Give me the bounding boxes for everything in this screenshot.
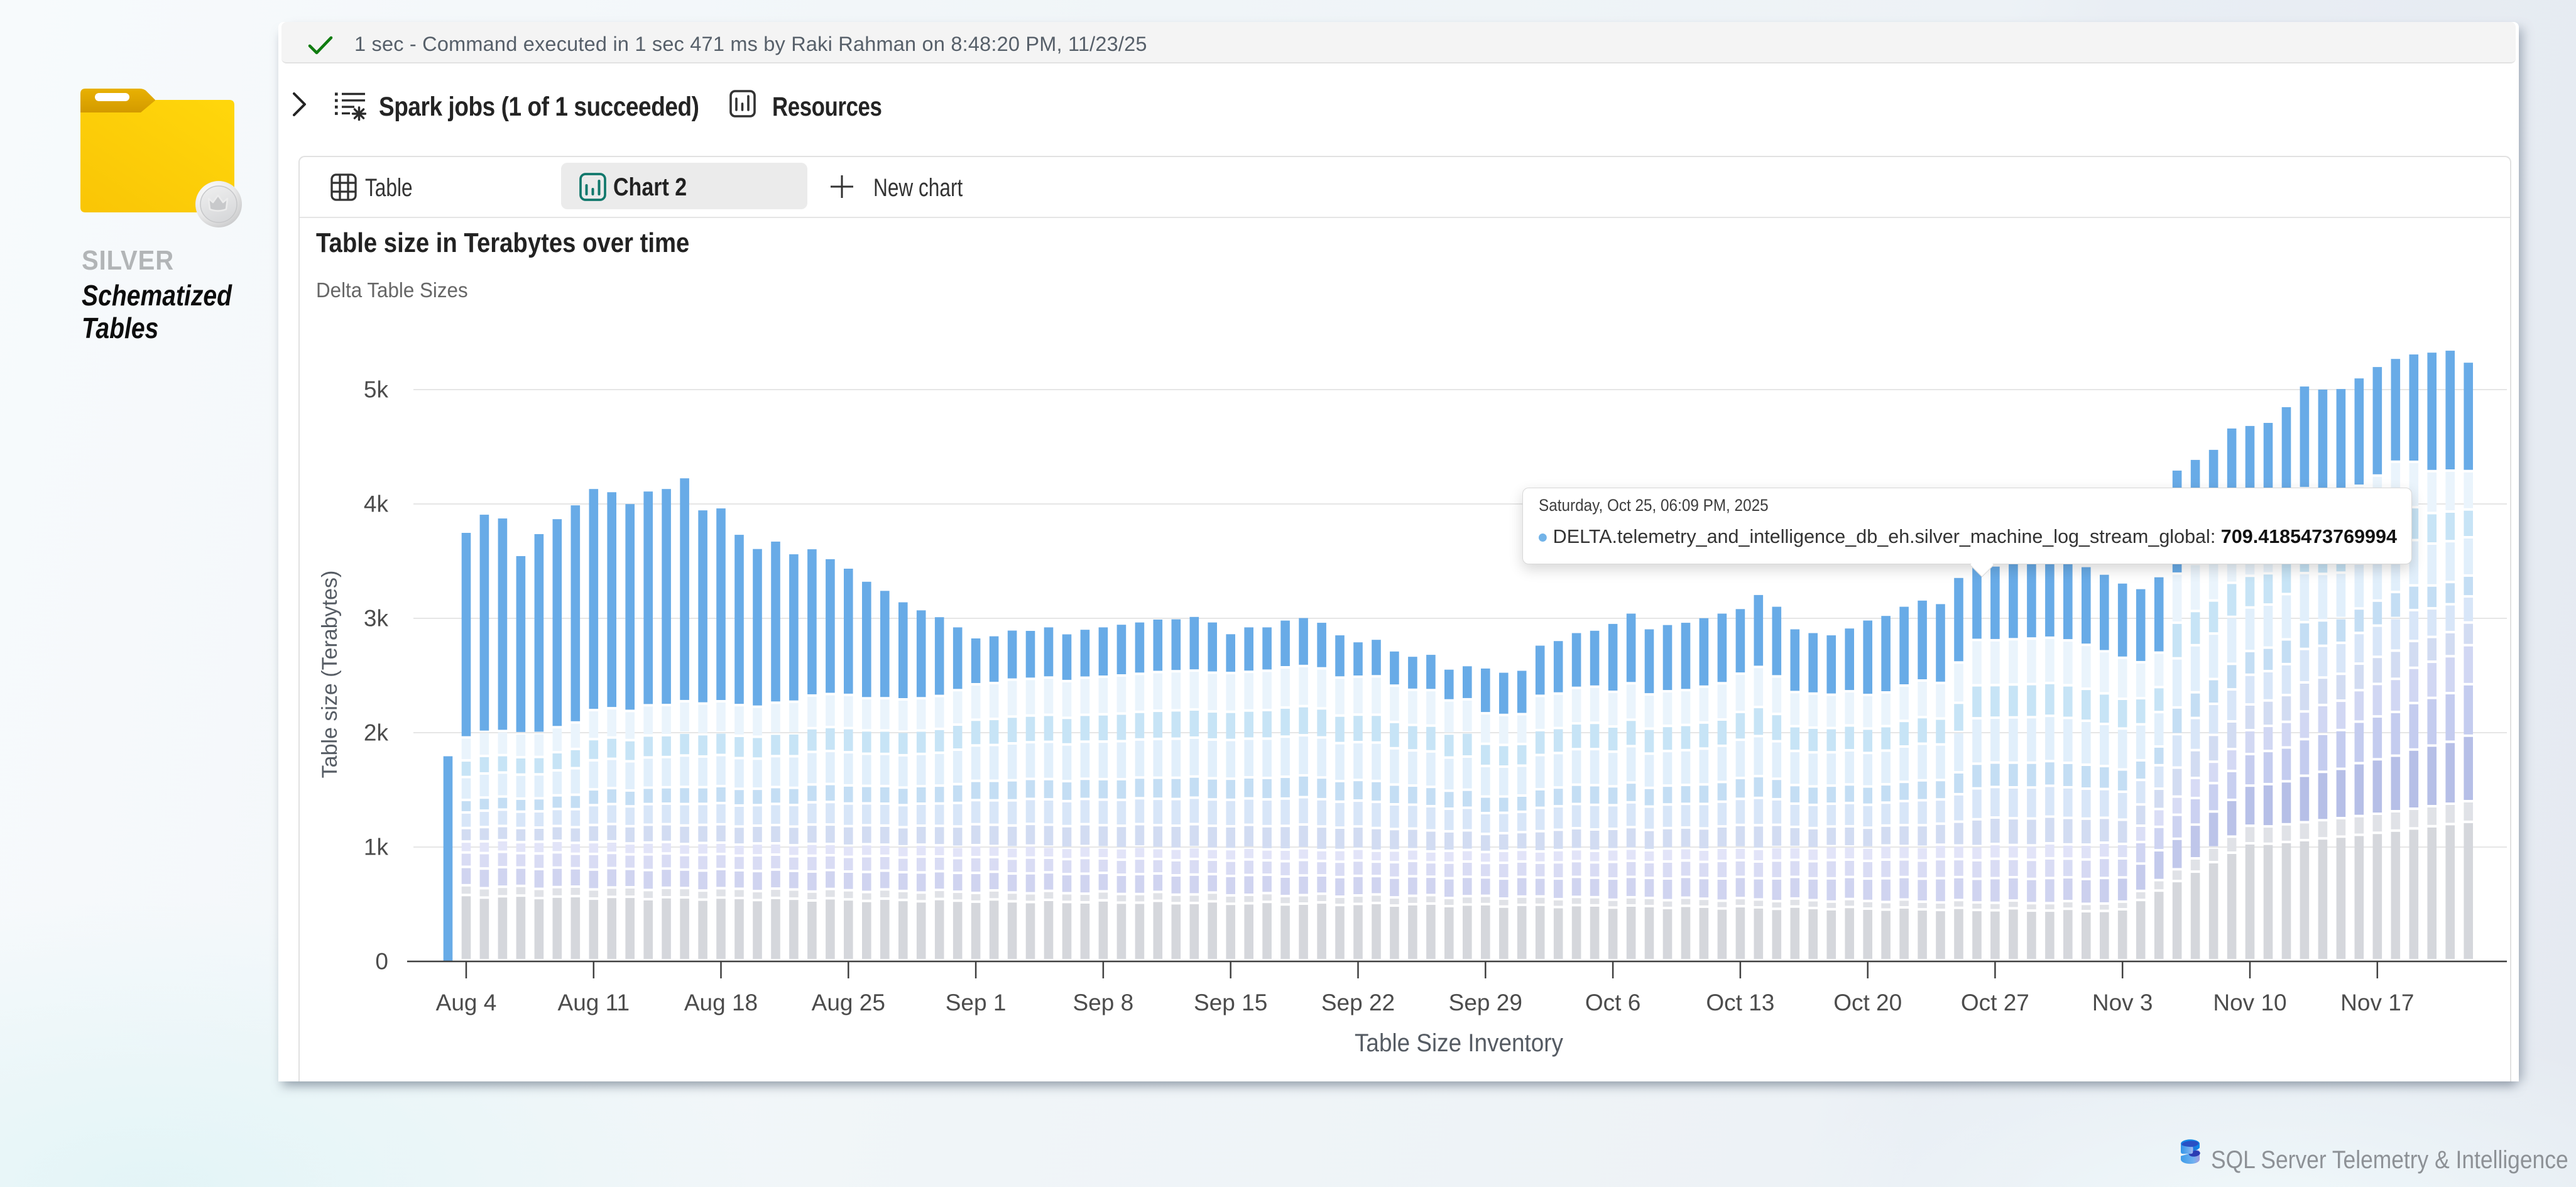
svg-text:Nov 3: Nov 3 (2092, 990, 2153, 1015)
svg-text:Table size (Terabytes): Table size (Terabytes) (318, 571, 342, 779)
svg-text:Oct 13: Oct 13 (1706, 990, 1774, 1015)
svg-text:0: 0 (375, 949, 388, 975)
svg-text:Oct 20: Oct 20 (1833, 990, 1902, 1015)
svg-text:Table Size Inventory: Table Size Inventory (1355, 1029, 1563, 1057)
svg-text:Aug 18: Aug 18 (684, 990, 758, 1015)
svg-text:Oct 27: Oct 27 (1961, 990, 2029, 1015)
svg-text:Aug 25: Aug 25 (812, 990, 885, 1015)
svg-text:1k: 1k (364, 834, 389, 860)
svg-text:Oct 6: Oct 6 (1585, 990, 1640, 1015)
svg-text:Sep 15: Sep 15 (1194, 990, 1267, 1015)
svg-text:4k: 4k (364, 491, 389, 517)
svg-text:Aug 11: Aug 11 (558, 990, 630, 1015)
svg-text:Sep 29: Sep 29 (1449, 990, 1522, 1015)
svg-text:Nov 10: Nov 10 (2213, 990, 2286, 1015)
svg-text:Sep 8: Sep 8 (1073, 990, 1134, 1015)
svg-text:2k: 2k (364, 720, 389, 746)
svg-text:Sep 1: Sep 1 (946, 990, 1007, 1015)
svg-text:Nov 17: Nov 17 (2340, 990, 2414, 1015)
svg-text:Sep 22: Sep 22 (1321, 990, 1395, 1015)
svg-text:3k: 3k (364, 606, 389, 632)
svg-text:Aug 4: Aug 4 (436, 990, 497, 1015)
svg-text:5k: 5k (364, 377, 389, 403)
